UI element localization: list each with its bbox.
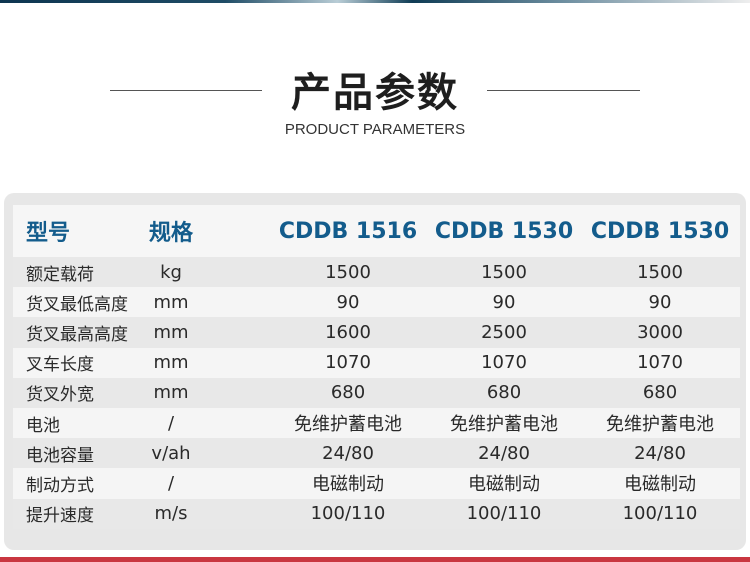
table-row: 货叉外宽 mm 680 680 680 (13, 377, 740, 408)
table-row: 额定载荷 kg 1500 1500 1500 (13, 257, 740, 288)
param-value: 1500 (637, 261, 683, 283)
param-value: 90 (648, 291, 672, 313)
table-row: 电池容量 v/ah 24/80 24/80 24/80 (13, 438, 740, 469)
param-name: 额定载荷 (26, 264, 94, 285)
bottom-red-bar (0, 557, 750, 562)
param-value: 1500 (481, 261, 527, 283)
param-name: 提升速度 (26, 506, 94, 527)
param-value: 90 (492, 291, 516, 313)
param-name: 货叉外宽 (26, 385, 94, 406)
param-value: 1070 (325, 352, 371, 374)
param-value: 90 (336, 291, 360, 313)
param-value: 680 (642, 382, 678, 404)
param-value: 1500 (325, 261, 371, 283)
param-value: 1600 (325, 321, 371, 343)
table-row: 叉车长度 mm 1070 1070 1070 (13, 347, 740, 378)
title-divider-right (487, 90, 640, 91)
param-value: 680 (486, 382, 522, 404)
param-value: 100/110 (622, 503, 698, 525)
param-value: 680 (330, 382, 366, 404)
top-gradient-bar (0, 0, 750, 3)
header-model: 型号 (26, 221, 71, 246)
page-subtitle: PRODUCT PARAMETERS (284, 121, 466, 138)
param-value: 100/110 (466, 503, 542, 525)
param-value: 24/80 (478, 442, 530, 464)
param-value: 1070 (481, 352, 527, 374)
param-name: 货叉最高高度 (26, 324, 128, 345)
header-spec: 规格 (148, 221, 193, 246)
param-value: 电磁制动 (624, 474, 696, 496)
parameters-table: 型号 规格 CDDB 1516 CDDB 1530 CDDB 1530 额定载荷… (13, 205, 740, 529)
param-name: 电池 (26, 415, 60, 436)
table-header-row: 型号 规格 CDDB 1516 CDDB 1530 CDDB 1530 (13, 205, 740, 257)
table-row: 货叉最低高度 mm 90 90 90 (13, 287, 740, 318)
header-model-1: CDDB 1516 (278, 218, 418, 244)
param-value: 电磁制动 (468, 474, 540, 496)
param-name: 叉车长度 (26, 355, 94, 376)
param-value: 3000 (637, 321, 683, 343)
param-unit: v/ah (151, 442, 191, 464)
page-title: 产品参数 (291, 70, 459, 116)
param-value: 电磁制动 (312, 474, 384, 496)
param-unit: mm (153, 352, 189, 374)
param-name: 货叉最低高度 (26, 294, 128, 315)
param-value: 2500 (481, 321, 527, 343)
param-unit: kg (160, 261, 182, 283)
param-value: 24/80 (322, 442, 374, 464)
param-name: 制动方式 (26, 475, 94, 496)
table-row: 货叉最高高度 mm 1600 2500 3000 (13, 317, 740, 348)
param-value: 免维护蓄电池 (450, 414, 558, 436)
param-value: 免维护蓄电池 (294, 414, 402, 436)
header-model-3: CDDB 1530 (590, 218, 730, 244)
title-divider-left (110, 90, 262, 91)
param-unit: mm (153, 321, 189, 343)
table-row: 提升速度 m/s 100/110 100/110 100/110 (13, 498, 740, 529)
param-value: 免维护蓄电池 (606, 414, 714, 436)
param-unit: mm (153, 291, 189, 313)
param-unit: mm (153, 382, 189, 404)
header-model-2: CDDB 1530 (434, 218, 574, 244)
param-value: 100/110 (310, 503, 386, 525)
param-value: 1070 (637, 352, 683, 374)
param-unit: / (167, 472, 175, 494)
param-unit: m/s (154, 503, 188, 525)
param-unit: / (167, 412, 175, 434)
table-row: 电池 / 免维护蓄电池 免维护蓄电池 免维护蓄电池 (13, 407, 740, 439)
param-name: 电池容量 (26, 445, 94, 466)
table-row: 制动方式 / 电磁制动 电磁制动 电磁制动 (13, 468, 740, 499)
param-value: 24/80 (634, 442, 686, 464)
